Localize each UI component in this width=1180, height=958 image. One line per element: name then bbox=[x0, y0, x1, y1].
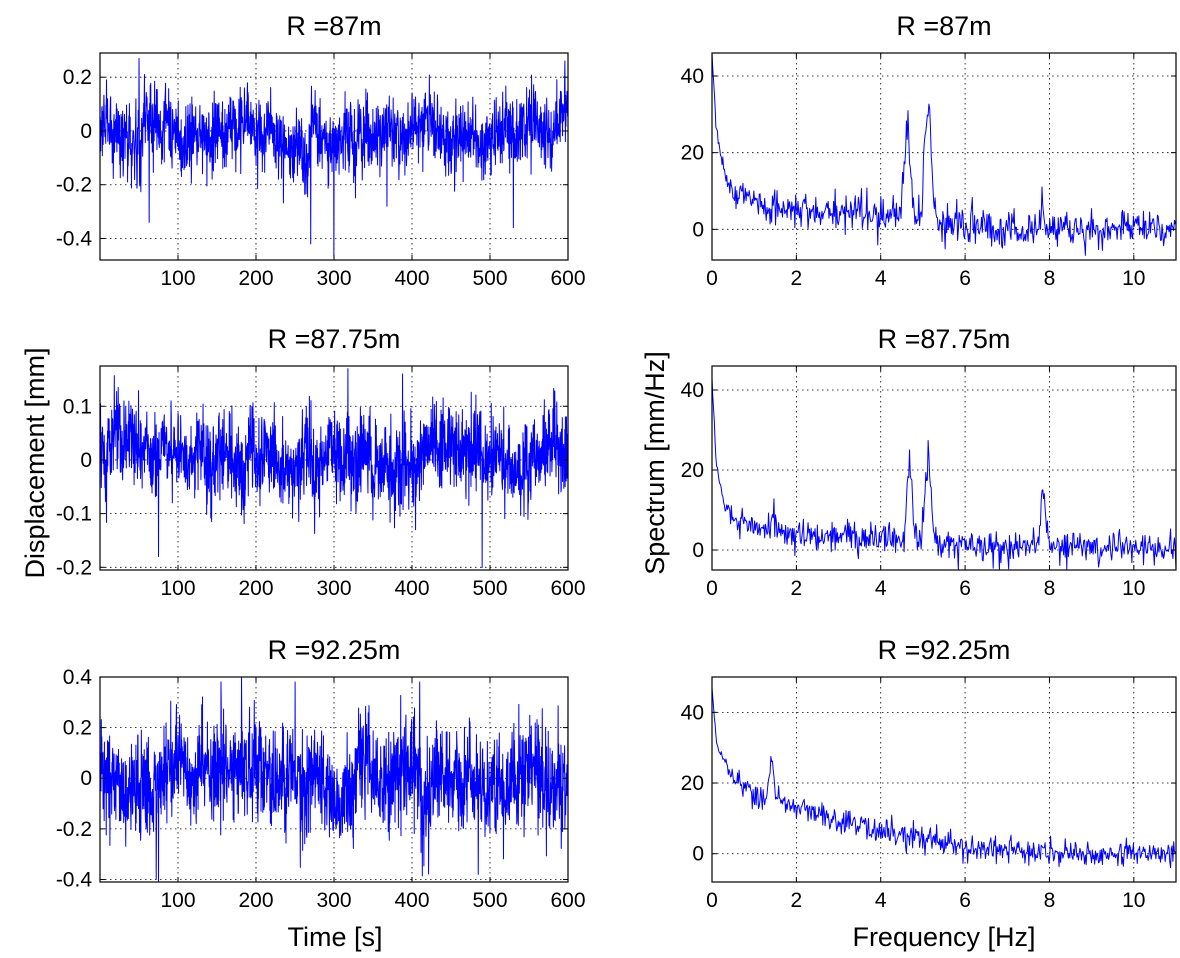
chart-title-spec-3: R =92.25m bbox=[878, 635, 1011, 665]
x-tick-label: 0 bbox=[706, 889, 718, 912]
series-line-spec-3 bbox=[711, 687, 1177, 869]
x-tick-label: 600 bbox=[550, 889, 585, 912]
x-tick-label: 100 bbox=[160, 889, 195, 912]
y-tick-label: 0 bbox=[692, 218, 704, 241]
x-tick-label: 500 bbox=[472, 577, 507, 600]
y-tick-label: 0 bbox=[80, 767, 92, 790]
x-tick-label: 10 bbox=[1122, 267, 1145, 290]
y-tick-label: 0 bbox=[80, 120, 92, 143]
x-tick-label: 2 bbox=[791, 267, 803, 290]
series-line-time-3 bbox=[99, 676, 569, 883]
x-tick-label: 400 bbox=[394, 577, 429, 600]
x-tick-label: 10 bbox=[1122, 889, 1145, 912]
x-tick-label: 2 bbox=[791, 889, 803, 912]
x-tick-label: 500 bbox=[472, 889, 507, 912]
time-axis-label: Time [s] bbox=[287, 922, 382, 952]
x-tick-label: 0 bbox=[706, 577, 718, 600]
spectrum-axis-label: Spectrum [mm/Hz] bbox=[640, 351, 670, 575]
panel-time-2: 100 200 300 400 500 600 0.1 0 -0.1 -0.2 R =87.75m bbox=[56, 324, 586, 600]
plot-area-spec-3 bbox=[712, 677, 1176, 882]
axes-frame-spec-2 bbox=[711, 365, 1177, 571]
x-tick-label: 8 bbox=[1044, 267, 1056, 290]
y-tick-label: -0.1 bbox=[56, 503, 92, 526]
axes-frame-spec-3 bbox=[711, 676, 1177, 883]
y-tick-label: 20 bbox=[681, 772, 704, 795]
x-tick-label: 6 bbox=[959, 577, 971, 600]
y-tick-label: 0 bbox=[80, 449, 92, 472]
x-tick-label: 4 bbox=[875, 889, 887, 912]
y-tick-label: 40 bbox=[681, 701, 704, 724]
chart-title-spec-2: R =87.75m bbox=[878, 324, 1011, 354]
x-tick-label: 200 bbox=[238, 577, 273, 600]
x-tick-label: 6 bbox=[959, 267, 971, 290]
x-tick-label: 300 bbox=[316, 889, 351, 912]
x-tick-label: 10 bbox=[1122, 577, 1145, 600]
x-tick-label: 4 bbox=[875, 267, 887, 290]
y-tick-label: -0.2 bbox=[56, 174, 92, 197]
y-tick-label: -0.2 bbox=[56, 556, 92, 579]
y-tick-label: 0.2 bbox=[63, 717, 92, 740]
x-tick-label: 600 bbox=[550, 577, 585, 600]
y-tick-label: 20 bbox=[681, 459, 704, 482]
x-tick-label: 2 bbox=[791, 577, 803, 600]
x-tick-label: 0 bbox=[706, 267, 718, 290]
panel-time-1: 100 200 300 400 500 600 0.2 0 -0.2 -0.4 R =87m bbox=[56, 11, 586, 290]
x-tick-label: 100 bbox=[160, 577, 195, 600]
x-tick-label: 200 bbox=[238, 889, 273, 912]
x-tick-label: 4 bbox=[875, 577, 887, 600]
y-tick-label: 20 bbox=[681, 142, 704, 165]
frequency-axis-label: Frequency [Hz] bbox=[852, 922, 1035, 952]
chart-title-time-2: R =87.75m bbox=[268, 324, 401, 354]
x-tick-label: 300 bbox=[316, 577, 351, 600]
x-tick-label: 8 bbox=[1044, 577, 1056, 600]
panel-spec-3: 0 2 4 6 8 10 40 20 0 R =92.25m bbox=[681, 635, 1177, 912]
x-tick-label: 8 bbox=[1044, 889, 1056, 912]
y-tick-label: 0.1 bbox=[63, 395, 92, 418]
x-tick-label: 500 bbox=[472, 267, 507, 290]
x-tick-label: 100 bbox=[160, 267, 195, 290]
y-tick-label: 0.4 bbox=[63, 666, 93, 689]
panel-spec-2: 0 2 4 6 8 10 40 20 0 R =87.75m bbox=[681, 324, 1177, 600]
chart-title-spec-1: R =87m bbox=[896, 11, 991, 41]
panel-time-3: 100 200 300 400 500 600 0.4 0.2 0 -0.2 -0.4 R =92.2… bbox=[56, 635, 586, 912]
x-tick-label: 6 bbox=[959, 889, 971, 912]
x-tick-label: 600 bbox=[550, 267, 585, 290]
y-tick-label: 40 bbox=[681, 379, 704, 402]
x-tick-label: 400 bbox=[394, 889, 429, 912]
y-tick-label: -0.2 bbox=[56, 818, 92, 841]
x-tick-label: 300 bbox=[316, 267, 351, 290]
displacement-axis-label: Displacement [mm] bbox=[20, 347, 50, 578]
series-line-spec-1 bbox=[711, 52, 1177, 256]
y-tick-label: -0.4 bbox=[56, 227, 93, 250]
series-line-time-2 bbox=[99, 368, 569, 568]
y-tick-label: 0 bbox=[692, 843, 704, 866]
x-tick-label: 400 bbox=[394, 267, 429, 290]
series-line-spec-2 bbox=[711, 377, 1177, 571]
x-tick-label: 200 bbox=[238, 267, 273, 290]
chart-title-time-3: R =92.25m bbox=[268, 635, 401, 665]
axes-frame-spec-1 bbox=[711, 52, 1177, 261]
y-tick-label: 0 bbox=[692, 539, 704, 562]
series-line-time-1 bbox=[99, 57, 569, 258]
panel-spec-1: 0 2 4 6 8 10 40 20 0 R =87m bbox=[681, 11, 1177, 290]
y-tick-label: 40 bbox=[681, 65, 704, 88]
y-tick-label: -0.4 bbox=[56, 868, 93, 891]
chart-title-time-1: R =87m bbox=[286, 11, 381, 41]
grid-spec-2 bbox=[712, 366, 1176, 570]
y-tick-label: 0.2 bbox=[63, 66, 92, 89]
